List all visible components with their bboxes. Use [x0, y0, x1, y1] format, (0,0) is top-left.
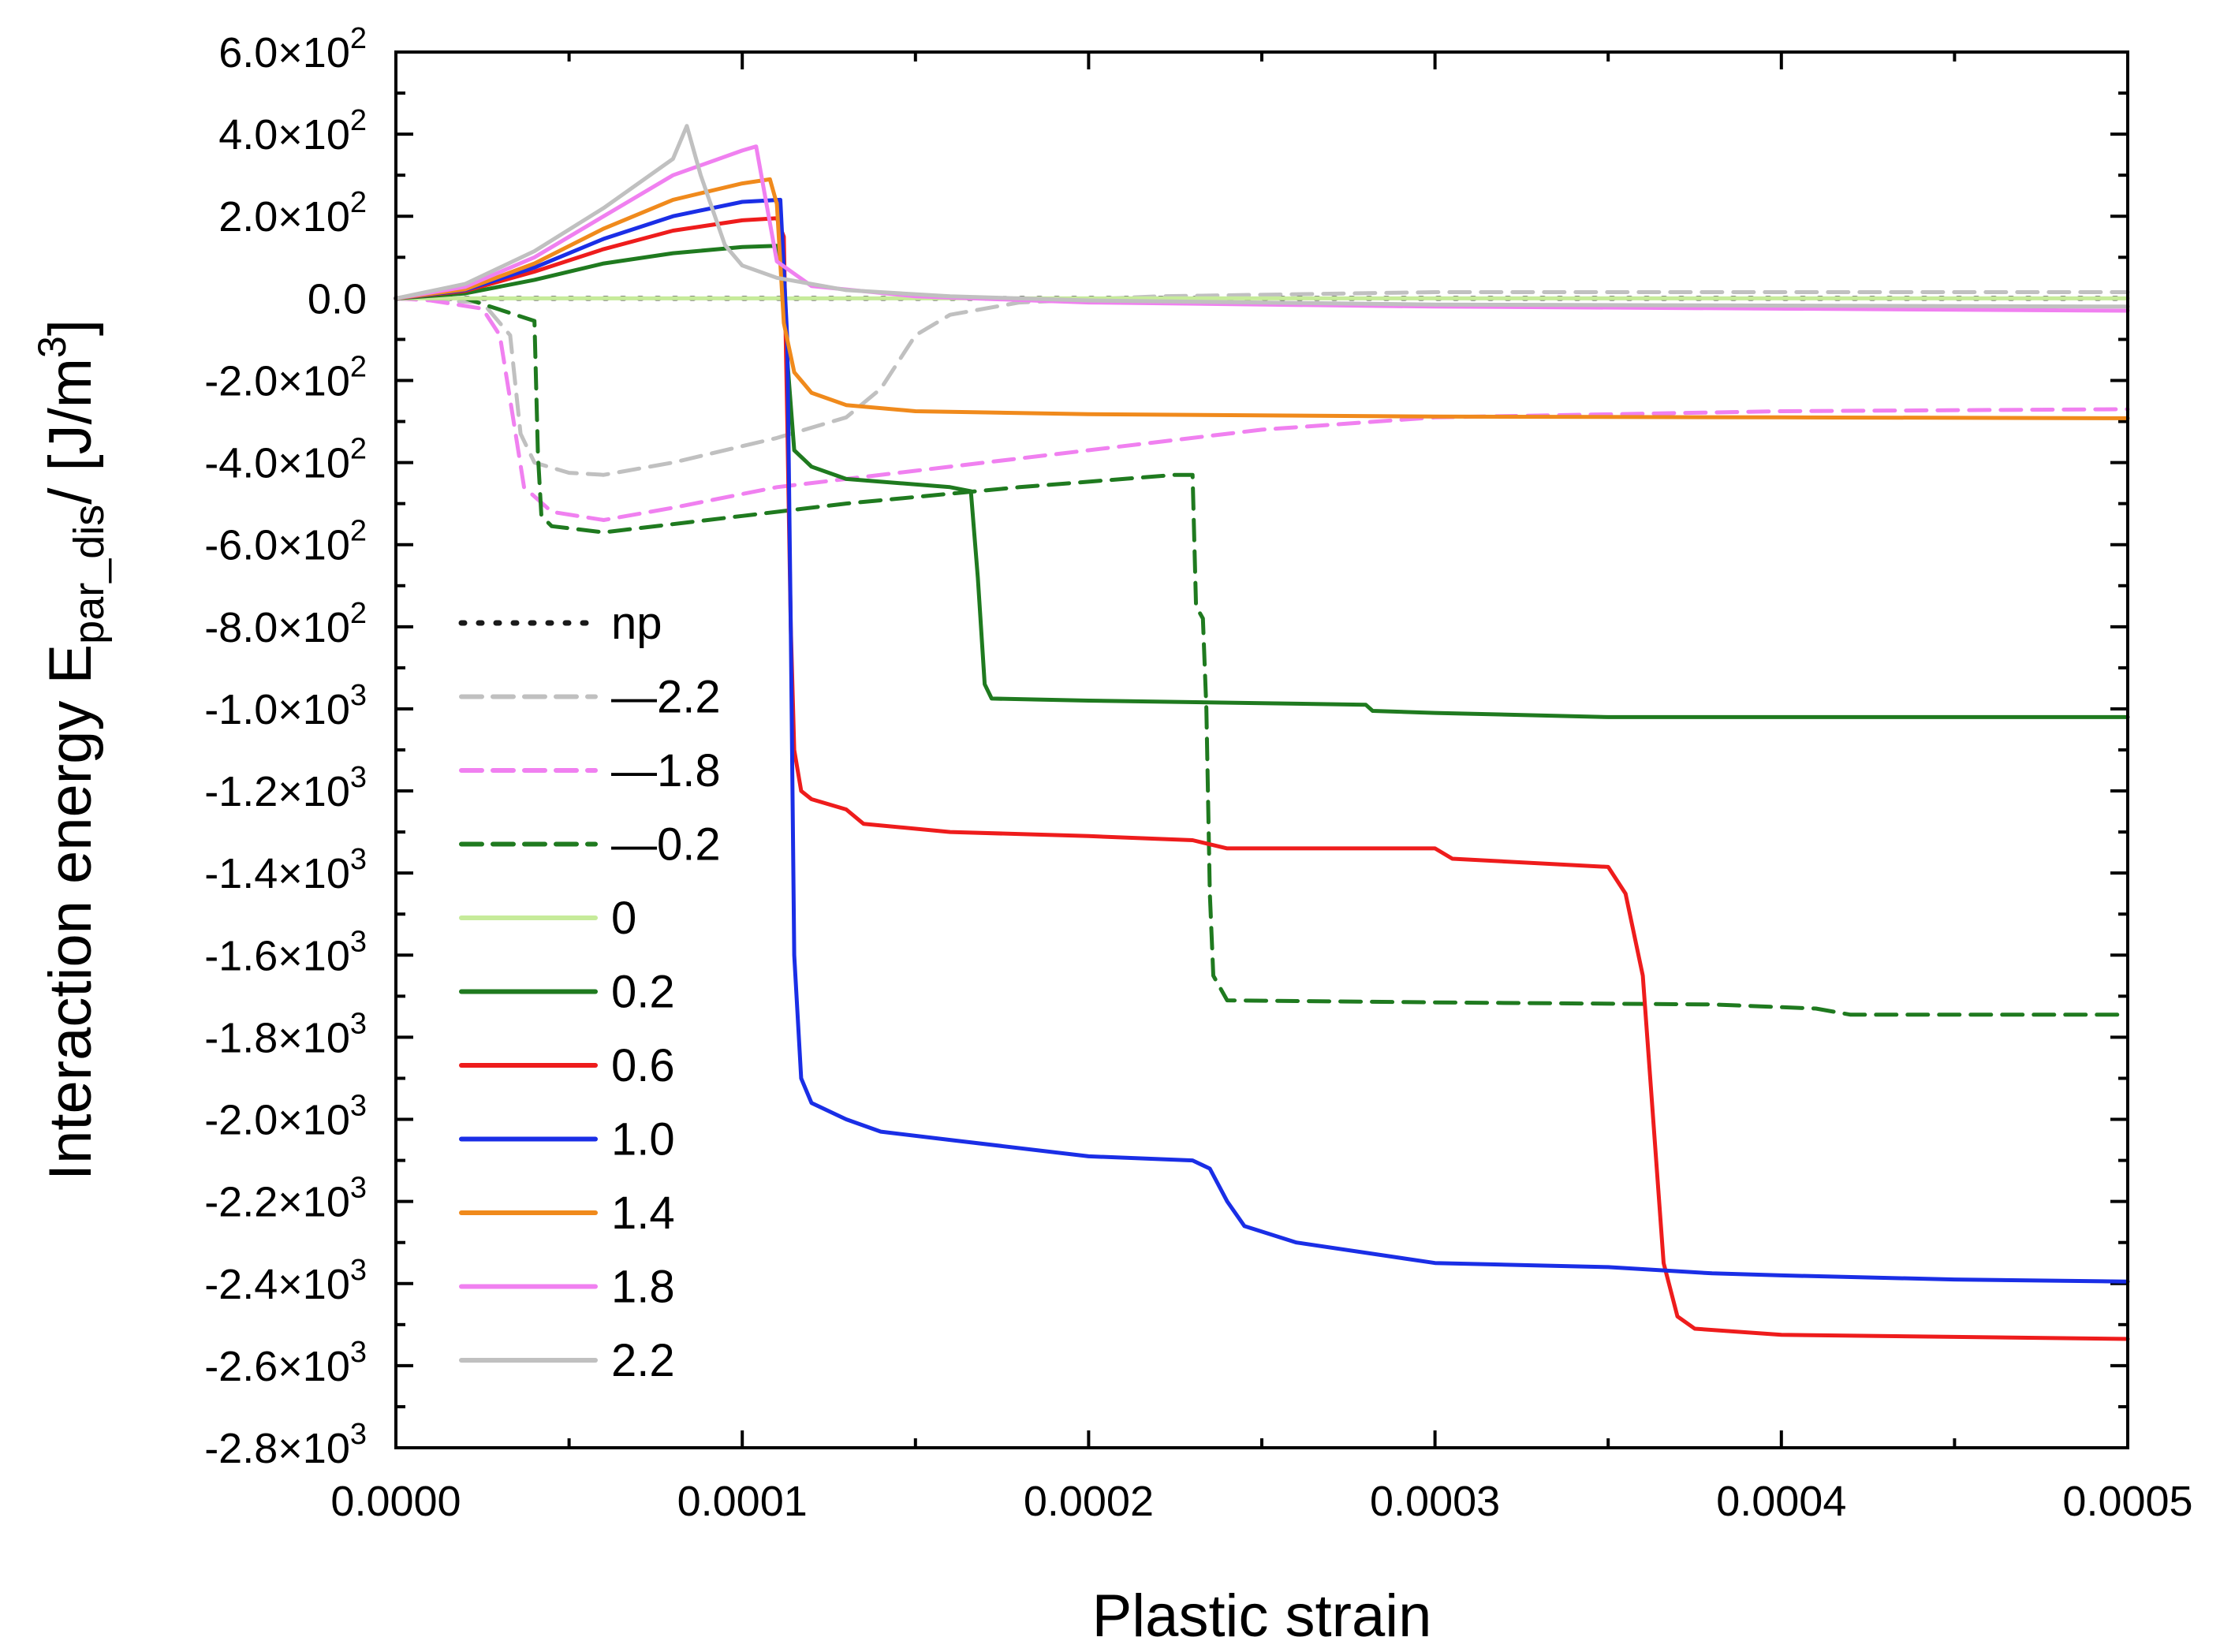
series-line-0.6: [394, 216, 2130, 1341]
y-tick-mantissa: -1.8×10: [204, 1014, 350, 1061]
y-tick-label: -8.0×102: [204, 597, 367, 651]
y-tick-mantissa: -2.0×10: [204, 357, 350, 405]
y-tick-mantissa: -2.6×10: [204, 1343, 350, 1390]
y-tick-exponent: 2: [350, 350, 367, 383]
y-tick-label: -4.0×102: [204, 433, 367, 487]
y-tick-mantissa: 4.0×10: [218, 111, 350, 158]
y-tick-exponent: 2: [350, 22, 367, 55]
y-tick-exponent: 3: [350, 1007, 367, 1040]
legend-label: —1.8: [611, 745, 721, 796]
legend: np —2.2 —1.8 —0.2 0 0.2 0.6 1.0 1.4 1.8 2.2: [458, 598, 721, 1386]
y-tick-label: 6.0×102: [218, 22, 367, 76]
series-line-0.2: [394, 244, 2130, 719]
y-tick-label: -1.0×103: [204, 679, 367, 733]
y-tick-exponent: 3: [350, 761, 367, 794]
y-tick-label: -2.0×102: [204, 350, 367, 405]
y-tick-mantissa: -2.0×10: [204, 1097, 350, 1144]
y-tick-mantissa: -1.6×10: [204, 932, 350, 979]
y-tick-mantissa: -1.2×10: [204, 768, 350, 815]
series-layer: [394, 124, 2130, 1341]
y-tick-exponent: 2: [350, 433, 367, 466]
x-tick-label: 0.0004: [1716, 1478, 1846, 1525]
y-tick-mantissa: 0.0: [308, 275, 367, 323]
legend-label: —2.2: [611, 672, 721, 723]
y-tick-label: -1.2×103: [204, 761, 367, 815]
y-tick-exponent: 2: [350, 104, 367, 137]
y-tick-exponent: 3: [350, 1172, 367, 1205]
legend-label: 1.4: [611, 1188, 675, 1239]
y-tick-mantissa: -8.0×10: [204, 604, 350, 651]
y-tick-mantissa: -6.0×10: [204, 522, 350, 569]
x-tick-label: 0.0001: [677, 1478, 808, 1525]
legend-label: —0.2: [611, 819, 721, 871]
series-line-2.2: [394, 124, 2130, 309]
y-tick-mantissa: -2.8×10: [204, 1425, 350, 1472]
y-tick-label: 2.0×102: [218, 186, 367, 241]
legend-label: 2.2: [611, 1335, 675, 1386]
legend-label: np: [611, 598, 662, 649]
y-axis-title-unit: / [J/m: [37, 358, 104, 505]
y-tick-exponent: 2: [350, 597, 367, 630]
y-tick-mantissa: -4.0×10: [204, 440, 350, 487]
y-axis-title-sub: par_dis: [65, 505, 113, 644]
y-tick-exponent: 3: [350, 1336, 367, 1369]
y-axis-title-unit-sup: 3: [30, 336, 74, 358]
y-tick-mantissa: -1.4×10: [204, 850, 350, 897]
y-tick-label: 0.0: [308, 275, 367, 323]
y-tick-label: -1.4×103: [204, 843, 367, 897]
series-line-—1.8: [394, 296, 2130, 522]
x-tick-label: 0.0003: [1370, 1478, 1500, 1525]
x-axis-title: Plastic strain: [1092, 1583, 1432, 1650]
y-tick-exponent: 3: [350, 1090, 367, 1123]
y-tick-mantissa: 6.0×10: [218, 29, 350, 76]
y-tick-label: -2.8×103: [204, 1418, 367, 1472]
legend-label: 1.0: [611, 1114, 675, 1165]
series-line-1.0: [394, 197, 2130, 1284]
y-tick-label: -1.6×103: [204, 925, 367, 979]
y-tick-exponent: 2: [350, 186, 367, 219]
y-axis-title-unit-end: ]: [37, 319, 104, 336]
series-line-—0.2: [394, 296, 2130, 1017]
y-tick-mantissa: -1.0×10: [204, 686, 350, 733]
x-tick-label: 0.0002: [1024, 1478, 1154, 1525]
y-tick-exponent: 3: [350, 1418, 367, 1451]
y-tick-label: -2.6×103: [204, 1336, 367, 1390]
y-tick-label: 4.0×102: [218, 104, 367, 158]
x-tick-label: 0.0005: [2062, 1478, 2192, 1525]
y-tick-mantissa: -2.4×10: [204, 1261, 350, 1308]
y-tick-labels: 6.0×1024.0×1022.0×1020.0-2.0×102-4.0×102…: [204, 22, 367, 1472]
y-tick-exponent: 3: [350, 679, 367, 712]
legend-label: 0.2: [611, 967, 675, 1018]
series-line-1.4: [394, 177, 2130, 420]
legend-label: 0: [611, 893, 636, 944]
y-tick-mantissa: -2.2×10: [204, 1179, 350, 1226]
y-tick-exponent: 2: [350, 515, 367, 548]
y-axis-title-main: Interaction energy E: [37, 644, 104, 1180]
y-tick-label: -2.4×103: [204, 1254, 367, 1308]
y-tick-label: -2.2×103: [204, 1172, 367, 1226]
y-tick-label: -2.0×103: [204, 1090, 367, 1144]
x-tick-labels: 0.0000 0.0001 0.0002 0.0003 0.0004 0.0005: [330, 1478, 2192, 1525]
series-line-—2.2: [394, 290, 2130, 477]
plot-frame: [394, 50, 2129, 1449]
y-tick-label: -1.8×103: [204, 1007, 367, 1061]
y-tick-exponent: 3: [350, 1254, 367, 1287]
y-tick-exponent: 3: [350, 843, 367, 876]
legend-label: 0.6: [611, 1040, 675, 1091]
y-tick-exponent: 3: [350, 925, 367, 958]
y-axis-title: Interaction energy Epar_dis/ [J/m3]: [30, 319, 113, 1180]
y-tick-mantissa: 2.0×10: [218, 193, 350, 241]
y-tick-label: -6.0×102: [204, 515, 367, 569]
x-tick-label: 0.0000: [330, 1478, 461, 1525]
legend-label: 1.8: [611, 1262, 675, 1313]
